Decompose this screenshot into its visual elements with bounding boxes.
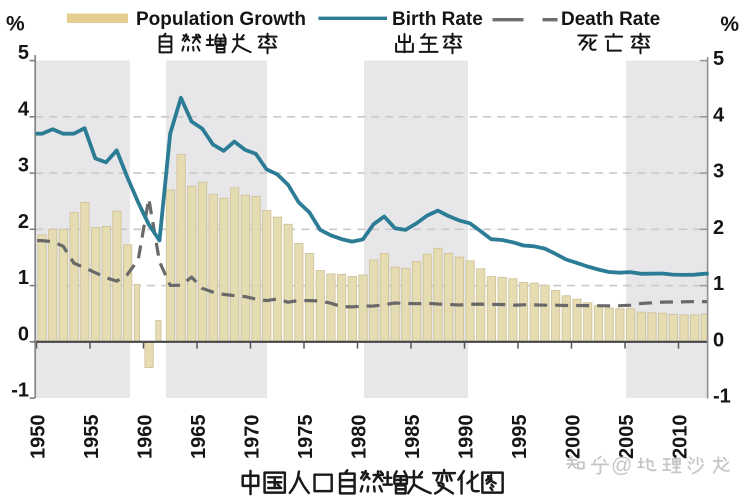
svg-text:2: 2	[713, 217, 724, 239]
svg-text:@: @	[611, 454, 632, 477]
svg-text:3: 3	[713, 161, 724, 183]
svg-text:1980: 1980	[349, 415, 371, 460]
svg-text:4: 4	[713, 104, 725, 126]
svg-text:3: 3	[18, 155, 29, 177]
svg-text:Death Rate: Death Rate	[561, 9, 660, 30]
svg-text:1970: 1970	[242, 415, 264, 460]
svg-text:1955: 1955	[81, 415, 103, 460]
svg-text:0: 0	[18, 323, 29, 345]
svg-text:1975: 1975	[295, 415, 317, 460]
svg-text:1: 1	[713, 273, 724, 295]
svg-text:2: 2	[18, 211, 29, 233]
svg-text:1965: 1965	[188, 415, 210, 460]
svg-text:2010: 2010	[670, 415, 692, 460]
svg-text:1: 1	[18, 267, 29, 289]
svg-text:2000: 2000	[563, 415, 585, 460]
svg-text:1990: 1990	[456, 415, 478, 460]
svg-text:1995: 1995	[509, 415, 531, 460]
svg-text:4: 4	[18, 98, 30, 120]
svg-text:1950: 1950	[28, 415, 50, 460]
svg-text:5: 5	[18, 42, 29, 64]
svg-text:%: %	[720, 13, 739, 36]
svg-text:1960: 1960	[135, 415, 157, 460]
svg-text:-1: -1	[713, 386, 731, 408]
svg-text:1985: 1985	[402, 415, 424, 460]
svg-text:%: %	[6, 13, 25, 36]
svg-text:5: 5	[713, 48, 724, 70]
svg-text:-1: -1	[11, 380, 29, 402]
svg-text:Population Growth: Population Growth	[136, 9, 306, 30]
svg-text:2005: 2005	[616, 415, 638, 460]
svg-text:0: 0	[713, 329, 724, 351]
svg-text:Birth Rate: Birth Rate	[392, 9, 483, 30]
